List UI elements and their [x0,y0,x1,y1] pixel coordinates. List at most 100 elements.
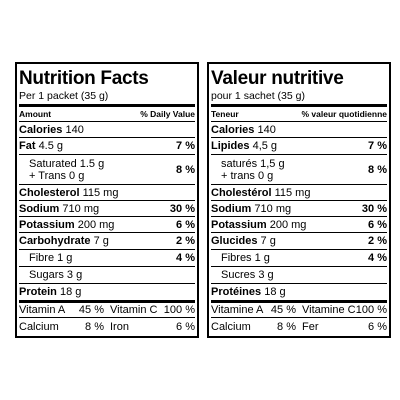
daily-value: 7 % [368,140,387,152]
nutrient-name: Protéines 18 g [211,286,286,298]
nutrient-amount: 710 mg [62,202,100,215]
header-right: % Daily Value [140,109,195,119]
nutrient-amount: 4.5 g [38,140,64,152]
nutrient-name: Glucides 7 g [211,235,276,247]
nutrient-row: Carbohydrate 7 g 2 % [19,233,195,250]
daily-value: 8 % [176,163,195,176]
nutrient-name: Lipides 4,5 g [211,140,277,152]
nutrient-name: Fat 4.5 g [19,140,63,152]
nutrient-row: Sugars 3 g [19,267,195,284]
panel-title: Nutrition Facts [19,68,149,89]
vitamin-row: Calcium 8 % Fer 6 % [211,318,387,335]
nutrient-label: Sodium [19,202,60,215]
vitamin-cell: Calcium 8 % [211,321,299,333]
nutrient-amount: 4,5 g [252,140,278,152]
nutrient-row: Calories 140 [19,122,195,138]
vitamin-value: 45 % [78,304,104,316]
nutrient-name: Sodium 710 mg [211,203,291,215]
nutrient-label: Potassium [19,218,75,231]
nutrient-amount: 7 g [260,235,276,247]
serving-size: Per 1 packet (35 g) [19,90,195,107]
vitamin-cell: Calcium 8 % [19,321,107,333]
nutrient-label: Fat [19,140,36,152]
sub-label: Sugars [29,269,64,281]
vitamin-name: Vitamin C [110,304,158,316]
nutrient-row: Calories 140 [211,122,387,138]
nutrient-row: Fat 4.5 g 7 % [19,138,195,155]
nutrient-row: Cholesterol 115 mg [19,185,195,201]
nutrient-row: Saturated 1.5 g + Trans 0 g 8 % [19,155,195,185]
vitamin-row: Vitamin A 45 % Vitamin C 100 % [19,301,195,318]
sub-line: + Trans 0 g [29,169,85,182]
sub-line: + trans 0 g [221,169,274,182]
nutrient-row: Lipides 4,5 g 7 % [211,138,387,155]
nutrient-name: Carbohydrate 7 g [19,235,109,247]
vitamin-cell: Fer 6 % [299,321,387,333]
sub-line: Saturated 1.5 g [29,157,105,170]
vitamin-row: Vitamine A 45 % Vitamine C 100 % [211,301,387,318]
nutrient-label: Protéines [211,286,262,298]
sub-line: saturés 1,5 g [221,157,285,170]
nutrient-row: Protéines 18 g [211,284,387,301]
nutrient-label: Potassium [211,218,267,231]
panel-title: Valeur nutritive [211,68,344,89]
nutrient-row: Sodium 710 mg 30 % [19,201,195,217]
vitamin-name: Fer [302,320,319,333]
header-row: Amount % Daily Value [19,107,195,122]
nutrient-name: Calories 140 [19,124,84,136]
vitamin-value: 8 % [277,320,296,333]
daily-value: 7 % [176,140,195,152]
nutrient-label: Carbohydrate [19,235,91,247]
vitamin-cell: Iron 6 % [107,321,195,333]
nutrient-label: Calories [19,123,63,136]
nutrient-amount: 115 mg [274,186,311,199]
nutrient-amount: 200 mg [269,218,307,231]
vitamin-name: Iron [110,320,129,333]
vitamin-value: 100 % [163,304,195,316]
daily-value: 2 % [368,235,387,247]
serving-size: pour 1 sachet (35 g) [211,90,387,107]
vitamin-value: 45 % [270,304,296,316]
header-row: Teneur % valeur quotidienne [211,107,387,122]
nutrient-label: Cholesterol [19,186,80,199]
vitamin-name: Calcium [19,320,59,333]
vitamin-value: 6 % [368,320,387,333]
daily-value: 8 % [368,163,387,176]
nutrient-name: Cholestérol 115 mg [211,187,310,199]
vitamin-name: Vitamine C [302,304,356,316]
nutrient-label: Protein [19,286,57,298]
nutrient-amount: 3 g [66,269,83,281]
nutrition-panel: Valeur nutritive pour 1 sachet (35 g) Tene… [207,62,391,338]
nutrient-name: Fibre 1 g [19,252,72,264]
nutrient-amount: 140 [257,123,276,136]
nutrient-amount: 7 g [93,235,109,247]
nutrient-label: Calories [211,123,255,136]
nutrient-name: Sucres 3 g [211,269,274,281]
nutrition-panel: Nutrition Facts Per 1 packet (35 g) Amount… [15,62,199,338]
nutrient-amount: 140 [65,123,84,136]
nutrient-row: saturés 1,5 g + trans 0 g 8 % [211,155,387,185]
nutrient-amount: 18 g [264,286,286,298]
nutrient-label: Lipides [211,140,250,152]
vitamin-cell: Vitamine A 45 % [211,304,299,316]
nutrient-name: Fibres 1 g [211,252,270,264]
nutrient-amount: 3 g [258,269,274,281]
nutrient-row: Potassium 200 mg 6 % [211,217,387,233]
nutrient-row: Protein 18 g [19,284,195,301]
nutrient-row: Fibre 1 g 4 % [19,250,195,267]
nutrient-name: Potassium 200 mg [19,219,114,231]
header-left: Teneur [211,109,239,119]
nutrient-row: Glucides 7 g 2 % [211,233,387,250]
nutrient-label: Cholestérol [211,186,272,199]
daily-value: 6 % [368,218,387,231]
vitamin-value: 100 % [355,304,387,316]
daily-value: 2 % [176,235,195,247]
header-left: Amount [19,109,52,119]
vitamin-value: 6 % [176,320,195,333]
nutrient-amount: 115 mg [82,186,119,199]
nutrient-amount: 1 g [57,252,73,264]
nutrient-name: Protein 18 g [19,286,81,298]
nutrient-amount: 1 g [254,252,270,264]
vitamin-value: 8 % [85,320,104,333]
